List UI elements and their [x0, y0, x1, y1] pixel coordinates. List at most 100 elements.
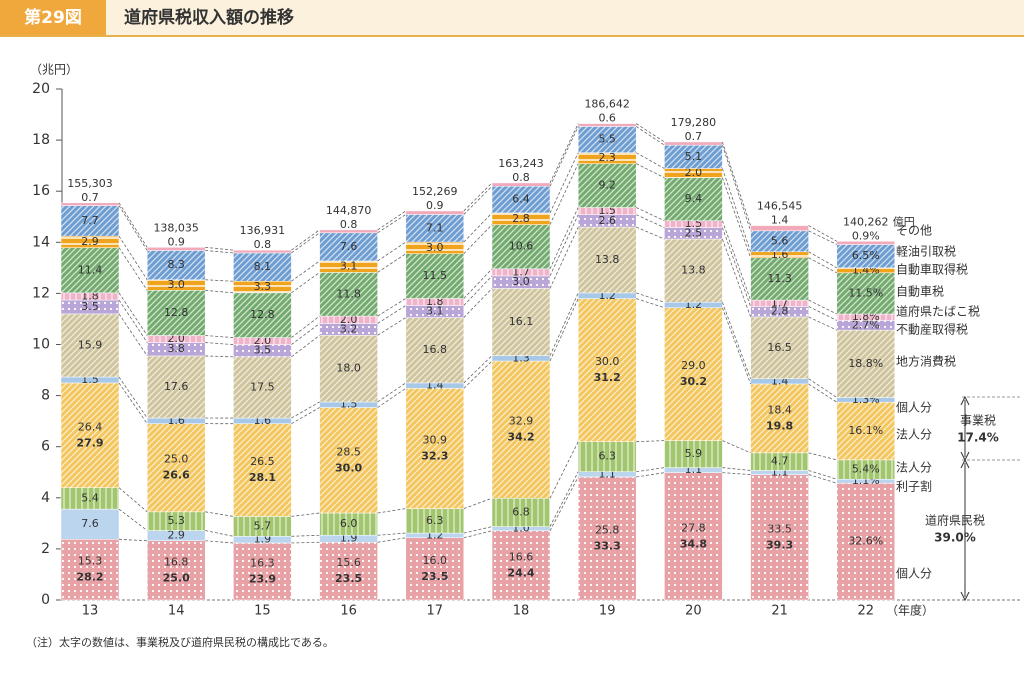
connector [808, 452, 837, 461]
value-label: 0.8 [512, 171, 530, 184]
connector [636, 163, 665, 179]
connector [205, 530, 234, 537]
value-label: 3.8 [167, 342, 185, 355]
value-label: 3.3 [254, 280, 272, 293]
connector [205, 511, 234, 517]
bar-segment [319, 335, 378, 403]
value-label: 13.8 [681, 264, 706, 277]
bar-segment [664, 307, 723, 441]
bar-segment [664, 472, 723, 601]
connector [463, 288, 493, 318]
connector [463, 275, 493, 306]
bar-segment [491, 530, 551, 601]
connector [291, 229, 320, 251]
connector [205, 355, 234, 358]
legend-label: 個人分 [896, 401, 932, 415]
y-tick-label: 4 [41, 490, 50, 506]
value-label: 16.6 [509, 550, 534, 563]
value-label: 2.3 [598, 151, 616, 164]
value-label: 0.7 [685, 130, 703, 143]
connector [291, 534, 320, 537]
connector [635, 123, 665, 143]
bar-segment [60, 247, 120, 294]
value-label: 2.9 [167, 529, 185, 542]
connector [635, 126, 665, 146]
value-label: 7.7 [81, 214, 99, 227]
connector [808, 257, 837, 274]
value-label: 0.8 [254, 238, 272, 251]
value-label: 16.8 [423, 343, 448, 356]
bar-segment [836, 272, 896, 315]
connector [205, 540, 234, 544]
y-tick-label: 20 [32, 81, 50, 97]
value-label: 30.9 [423, 433, 448, 446]
value-label: 9.2 [598, 179, 616, 192]
bar-segment [750, 225, 809, 232]
value-label: 2.7% [852, 318, 880, 331]
connector [118, 205, 148, 251]
connector [377, 382, 407, 403]
connector [291, 541, 320, 544]
share-label: 30.2 [680, 375, 707, 388]
group-share: 39.0% [934, 531, 976, 545]
connector [808, 306, 837, 321]
legend-label: 軽油引取税 [896, 245, 956, 259]
value-label: 17.6 [164, 380, 189, 393]
connector [463, 526, 493, 534]
connector [722, 177, 751, 258]
value-label: 2.9 [81, 235, 99, 248]
value-label: 11.8 [336, 287, 361, 300]
bar-segment [750, 257, 809, 301]
bar-segment [146, 355, 206, 419]
share-label: 39.3 [766, 538, 793, 551]
value-label: 2.8 [771, 305, 789, 318]
y-tick-label: 8 [41, 388, 50, 404]
value-label: 3.5 [81, 300, 99, 313]
y-tick-label: 16 [32, 183, 50, 199]
x-tick-label: 20 [685, 604, 702, 619]
value-label: 2.6 [598, 214, 616, 227]
connector [291, 272, 320, 294]
value-label: 15.9 [78, 338, 103, 351]
connector [291, 512, 320, 517]
share-label: 24.4 [507, 566, 534, 579]
connector [636, 298, 665, 309]
y-tick-label: 18 [32, 132, 50, 148]
value-label: 0.9 [167, 235, 185, 248]
bar-segment [577, 163, 637, 208]
legend-label: 個人分 [896, 567, 932, 581]
bar-segment [577, 476, 637, 601]
value-label: 5.1 [685, 150, 703, 163]
value-label: 16.8 [164, 555, 189, 568]
connector [118, 299, 148, 343]
bar-segment [405, 210, 465, 215]
y-axis-label: （兆円） [30, 63, 78, 77]
y-tick-label: 12 [32, 285, 50, 301]
connector [549, 126, 579, 187]
value-label: 6.8 [512, 505, 530, 518]
bar-segment [405, 508, 465, 534]
connector [722, 141, 751, 226]
chart-title: 道府県税収入額の推移 [124, 7, 294, 28]
connector [549, 298, 579, 362]
value-label: 28.5 [336, 445, 361, 458]
total-label: 136,931 [240, 224, 286, 237]
legend-label: 自動車税 [896, 285, 944, 299]
connector [377, 298, 407, 317]
connector [291, 260, 320, 282]
value-label: 0.7 [81, 191, 99, 204]
connector [377, 305, 407, 324]
value-label: 8.1 [254, 260, 272, 273]
legend-label: 法人分 [896, 428, 932, 442]
connector [377, 508, 406, 514]
connector [463, 224, 493, 255]
bar-segment [664, 238, 723, 303]
connector [377, 214, 407, 234]
connector [722, 307, 751, 385]
bar-segment [491, 224, 551, 270]
connector [118, 487, 148, 513]
connector [722, 227, 751, 307]
connector [118, 376, 148, 419]
connector [549, 123, 579, 184]
connector [549, 471, 579, 527]
